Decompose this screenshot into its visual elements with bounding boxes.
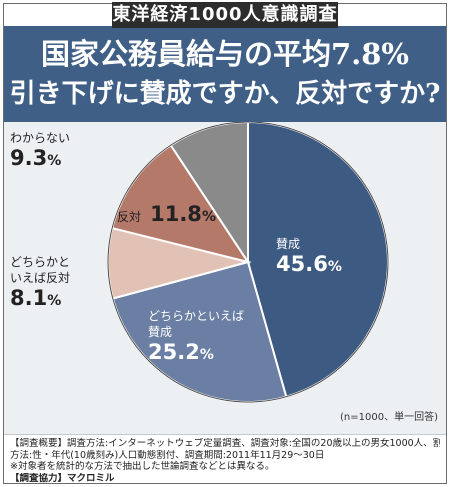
footer-credit: 【調査協力】マクロミル xyxy=(10,472,115,484)
pie-outline xyxy=(107,122,389,403)
footer-line-3: ※対象者を統計的な方法で抽出した世論調査などとは異なる。 xyxy=(10,461,275,472)
survey-footer: 【調査概要】調査方法:インターネットウェブ定量調査、調査対象:全国の20歳以上の… xyxy=(4,434,446,484)
footer-line-1: 【調査概要】調査方法:インターネットウェブ定量調査、調査対象:全国の20歳以上の… xyxy=(10,438,440,449)
sample-note: (n=1000、単一回答) xyxy=(340,412,438,423)
title-banner: 国家公務員給与の平均7.8% 引き下げに賛成ですか、反対ですか? xyxy=(4,26,446,122)
slice-label-agree: 賛成 45.6% xyxy=(276,237,342,276)
pie-chart xyxy=(107,122,389,403)
footer-line-2: 方法:性・年代(10歳刻み)人口動態割付、調査期間:2011年11月29〜30日 xyxy=(10,449,325,461)
title-line-1: 国家公務員給与の平均7.8% xyxy=(40,37,409,71)
slice-label-dont-know: わからない 9.3% xyxy=(10,131,71,170)
title-line-2: 引き下げに賛成ですか、反対ですか? xyxy=(9,79,441,109)
pie-chart-area: 賛成 45.6% どちらかといえば 賛成 25.2% どちらかと いえば反対 8… xyxy=(4,122,446,434)
survey-badge: 東洋経済1000人意識調査 xyxy=(112,2,338,28)
slice-label-oppose: 反対 11.8% xyxy=(117,202,216,226)
slice-label-somewhat-agree: どちらかといえば 賛成 25.2% xyxy=(148,309,245,364)
slice-label-somewhat-oppose: どちらかと いえば反対 8.1% xyxy=(10,255,71,310)
